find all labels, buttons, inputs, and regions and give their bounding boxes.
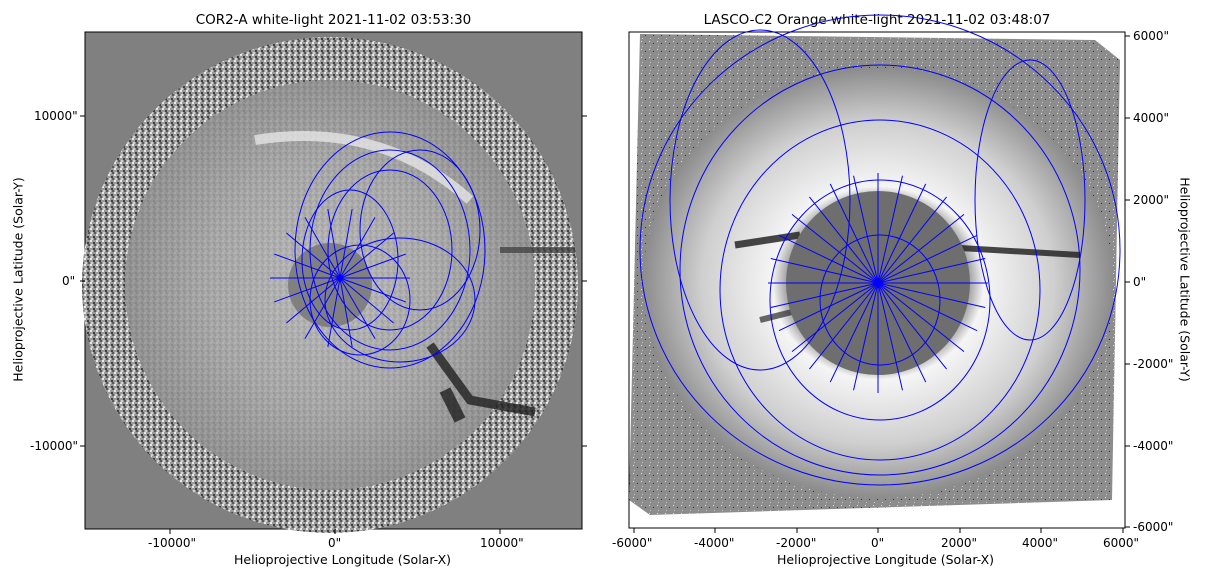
- left-ytick: -10000": [30, 439, 79, 453]
- left-panel: COR2-A white-light 2021-11-02 03:53:30: [0, 0, 600, 577]
- right-xtick: -6000": [612, 536, 653, 550]
- left-occulter: [288, 243, 372, 327]
- right-xtick: 0": [871, 536, 885, 550]
- right-ytick: -6000": [1133, 520, 1174, 534]
- left-cme-mesh: [270, 131, 486, 369]
- right-xtick: 6000": [1103, 536, 1140, 550]
- right-ytick: 2000": [1133, 193, 1170, 207]
- right-xlabel: Helioprojective Longitude (Solar-X): [777, 552, 995, 567]
- right-ytick: 4000": [1133, 111, 1170, 125]
- left-panel-title: COR2-A white-light 2021-11-02 03:53:30: [195, 12, 472, 28]
- right-ytick: -2000": [1133, 357, 1174, 371]
- left-xtick: 0": [328, 536, 342, 550]
- right-coronagraph-field: [629, 34, 1120, 515]
- right-xtick: 4000": [1022, 536, 1059, 550]
- right-panel-title: LASCO-C2 Orange white-light 2021-11-02 0…: [703, 12, 1051, 28]
- right-ylabel: Helioprojective Latitude (Solar-Y): [1177, 177, 1193, 382]
- left-xlabel: Helioprojective Longitude (Solar-X): [234, 552, 452, 567]
- right-xtick: -4000": [694, 536, 735, 550]
- right-cme-mesh: [639, 14, 1121, 486]
- left-panel-image: [80, 31, 587, 534]
- right-ytick: 6000": [1133, 29, 1170, 43]
- right-xtick: -2000": [776, 536, 817, 550]
- right-xtick: 2000": [941, 536, 978, 550]
- right-ytick: -4000": [1133, 439, 1174, 453]
- left-xtick: -10000": [148, 536, 197, 550]
- right-occulter: [786, 191, 970, 375]
- left-ytick: 10000": [34, 109, 78, 123]
- left-xtick: 10000": [480, 536, 524, 550]
- right-ytick: 0": [1133, 275, 1147, 289]
- right-plot-area: [628, 31, 1126, 529]
- left-ytick: 0": [62, 274, 76, 288]
